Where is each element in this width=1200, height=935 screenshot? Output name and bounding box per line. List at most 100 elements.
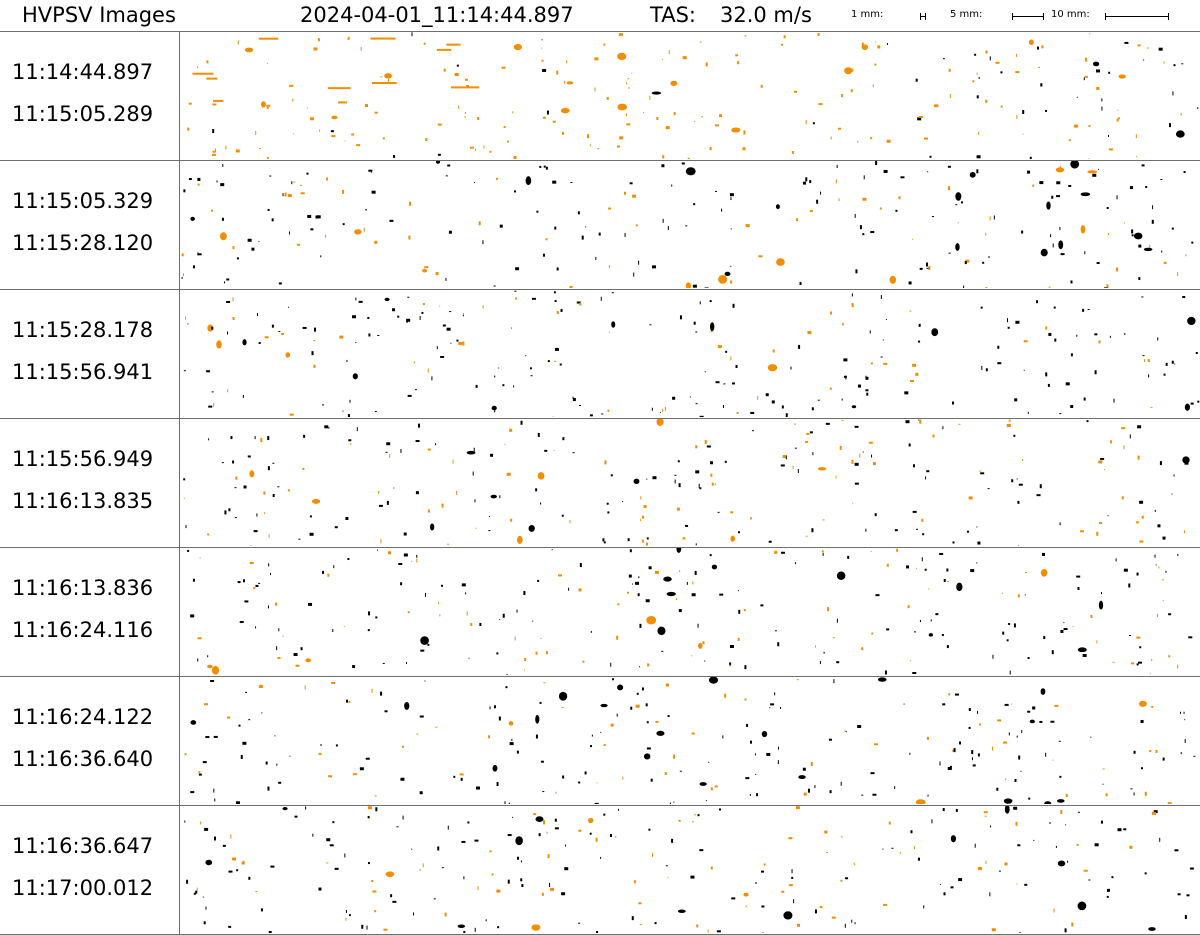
particle xyxy=(955,808,958,812)
particle xyxy=(640,519,642,522)
particle xyxy=(1071,922,1074,927)
particle xyxy=(1058,740,1061,742)
particle xyxy=(822,519,825,521)
particle xyxy=(276,763,278,766)
particle xyxy=(817,399,820,401)
particle xyxy=(862,451,864,453)
particle xyxy=(829,790,832,794)
particle xyxy=(1067,860,1069,863)
particle xyxy=(1143,59,1145,61)
particle xyxy=(1147,359,1150,363)
particle xyxy=(919,620,921,623)
particle xyxy=(891,847,894,849)
particle xyxy=(854,462,859,466)
particle xyxy=(932,434,935,438)
particle xyxy=(1086,420,1089,423)
particle xyxy=(1180,752,1182,755)
particle xyxy=(952,541,955,544)
particle xyxy=(501,66,506,69)
particle xyxy=(572,452,575,454)
particle xyxy=(1065,382,1070,386)
particle xyxy=(520,420,523,425)
particle xyxy=(1023,340,1028,343)
particle xyxy=(234,517,237,519)
particle xyxy=(352,373,358,380)
particle xyxy=(560,107,570,114)
particle xyxy=(186,879,189,884)
particle xyxy=(879,207,882,210)
particle xyxy=(513,190,516,193)
particle xyxy=(827,607,830,612)
particle xyxy=(244,600,249,603)
particle xyxy=(695,470,700,474)
particle xyxy=(300,647,303,651)
particle xyxy=(205,859,213,866)
particle xyxy=(384,710,388,713)
particle xyxy=(1016,53,1018,57)
tas-value: 32.0 m/s xyxy=(720,3,812,27)
particle xyxy=(738,609,741,614)
particle xyxy=(1131,662,1135,665)
particle xyxy=(835,179,837,184)
particle xyxy=(1039,720,1043,723)
particle xyxy=(456,339,459,342)
particle xyxy=(692,821,695,823)
particle xyxy=(239,621,244,624)
particle xyxy=(1158,47,1163,51)
particle xyxy=(1162,757,1165,761)
timestamp: 2024-04-01_11:14:44.897 xyxy=(300,3,574,27)
particle xyxy=(851,293,853,297)
particle xyxy=(718,808,721,811)
particle xyxy=(555,791,557,794)
particle xyxy=(636,692,639,695)
particle xyxy=(1060,629,1064,633)
particle xyxy=(242,741,247,745)
particle xyxy=(665,126,670,130)
particle xyxy=(1118,74,1126,79)
particle xyxy=(367,316,370,319)
particle xyxy=(1083,77,1085,81)
particle xyxy=(632,583,634,585)
particle xyxy=(380,76,383,78)
particle xyxy=(1005,778,1007,781)
particle xyxy=(497,926,500,929)
particle xyxy=(503,126,506,129)
particle xyxy=(955,192,962,201)
particle xyxy=(352,665,356,669)
particle xyxy=(818,103,823,106)
particle xyxy=(809,180,812,184)
particle xyxy=(1187,316,1196,326)
particle xyxy=(402,815,404,820)
particle xyxy=(633,880,636,884)
scale-bar-10mm xyxy=(1105,13,1169,20)
particle xyxy=(183,189,186,193)
particle xyxy=(287,489,290,492)
particle xyxy=(950,835,957,843)
particle xyxy=(699,415,704,417)
particle xyxy=(255,584,259,587)
particle-field xyxy=(184,677,1196,804)
particle xyxy=(187,549,190,552)
particle xyxy=(1004,703,1009,706)
particle xyxy=(543,820,546,825)
particle xyxy=(968,708,971,712)
particle xyxy=(1157,337,1159,341)
particle xyxy=(431,376,433,381)
particle xyxy=(594,87,596,92)
particle xyxy=(608,265,610,269)
particle xyxy=(1136,155,1138,157)
particle xyxy=(496,782,499,787)
particle xyxy=(947,165,951,168)
particle xyxy=(652,476,657,480)
particle xyxy=(729,664,731,667)
particle xyxy=(514,290,517,292)
particle xyxy=(1070,161,1080,169)
particle xyxy=(274,602,277,606)
particle xyxy=(278,628,280,632)
particle xyxy=(1133,792,1135,796)
particle xyxy=(771,400,775,404)
particle xyxy=(811,407,814,411)
particle xyxy=(578,829,582,832)
particle xyxy=(624,191,627,195)
particle xyxy=(824,830,828,834)
